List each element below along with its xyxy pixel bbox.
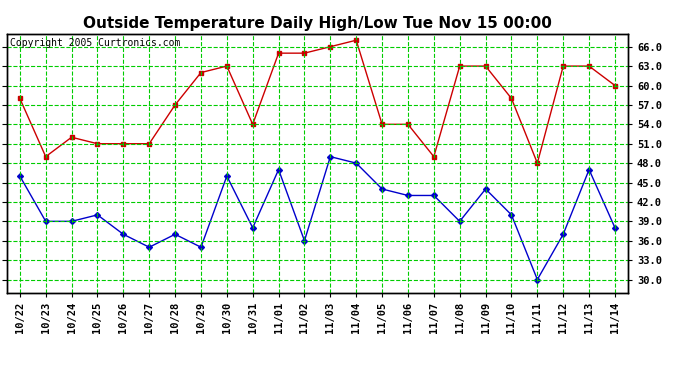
Text: Copyright 2005 Curtronics.com: Copyright 2005 Curtronics.com [10, 38, 180, 48]
Title: Outside Temperature Daily High/Low Tue Nov 15 00:00: Outside Temperature Daily High/Low Tue N… [83, 16, 552, 31]
